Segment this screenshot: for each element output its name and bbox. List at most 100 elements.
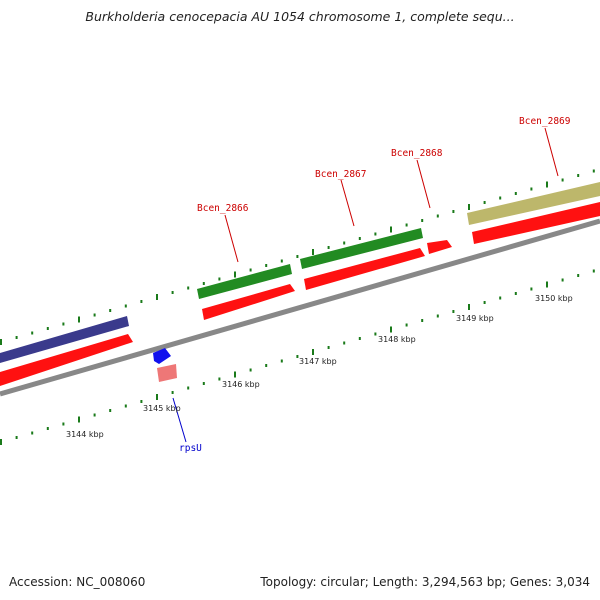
lower-minor-tick (171, 391, 174, 394)
lower-minor-tick (31, 431, 34, 435)
upper-minor-tick (93, 313, 96, 317)
feature-khaki[interactable] (467, 182, 600, 225)
lower-minor-tick (436, 314, 439, 318)
upper-minor-tick (62, 322, 65, 326)
upper-minor-tick (514, 192, 517, 195)
upper-minor-tick (561, 178, 564, 182)
leader-bcen-2868 (416, 159, 431, 209)
rpsu-gene[interactable] (157, 364, 177, 382)
upper-minor-tick (327, 246, 330, 249)
feature-purple[interactable] (0, 316, 129, 363)
upper-minor-tick (358, 237, 361, 240)
upper-minor-tick (592, 169, 595, 173)
lower-minor-tick (343, 341, 346, 345)
upper-major-tick (546, 181, 548, 188)
lower-minor-tick (358, 337, 361, 340)
lower-major-tick (312, 349, 314, 355)
upper-minor-tick (499, 196, 502, 200)
label-bcen-2869[interactable]: Bcen_2869 (519, 116, 571, 127)
lower-minor-tick (187, 386, 190, 390)
upper-minor-tick (265, 264, 268, 267)
upper-minor-tick (530, 187, 533, 191)
accession-text: Accession: NC_008060 (9, 575, 146, 589)
lower-minor-tick (46, 427, 49, 430)
genome-backbone (0, 218, 600, 397)
feature-green-1[interactable] (197, 264, 292, 299)
lower-minor-tick (15, 436, 18, 439)
upper-minor-tick (421, 219, 424, 222)
upper-minor-tick (109, 309, 112, 312)
upper-minor-tick (218, 277, 221, 281)
lower-minor-tick (452, 310, 455, 313)
upper-minor-tick (171, 291, 174, 294)
label-bcen-2867[interactable]: Bcen_2867 (315, 169, 366, 180)
cds-gene-left[interactable] (0, 334, 133, 386)
label-rpsu[interactable]: rpsU (179, 443, 202, 454)
feature-green-2[interactable] (300, 228, 423, 269)
lower-major-tick (390, 326, 392, 333)
label-bcen-2868[interactable]: Bcen_2868 (391, 148, 443, 159)
leader-rpsu (172, 397, 187, 443)
rpsu-feature[interactable] (153, 348, 171, 364)
upper-minor-tick (452, 210, 455, 213)
cds-bcen-2866[interactable] (202, 284, 295, 320)
upper-major-tick (78, 316, 80, 323)
label-bcen-2866[interactable]: Bcen_2866 (197, 203, 249, 214)
scale-label-3146: 3146 kbp (222, 380, 260, 389)
lower-minor-tick (592, 269, 595, 273)
upper-minor-tick (202, 282, 205, 285)
scale-label-3150: 3150 kbp (535, 294, 573, 303)
genome-summary-text: Topology: circular; Length: 3,294,563 bp… (260, 575, 590, 589)
cds-bcen-2868[interactable] (427, 240, 452, 254)
upper-minor-tick (15, 336, 18, 339)
scale-label-3147: 3147 kbp (299, 357, 337, 366)
lower-minor-tick (62, 422, 65, 426)
upper-minor-tick (436, 214, 439, 218)
lower-major-tick (78, 416, 80, 423)
lower-minor-tick (249, 368, 252, 372)
lower-minor-tick (296, 355, 299, 358)
lower-minor-tick (561, 278, 564, 282)
cds-bcen-2867[interactable] (304, 248, 425, 290)
lower-minor-tick (93, 413, 96, 417)
upper-major-tick (0, 339, 2, 345)
upper-minor-tick (296, 255, 299, 258)
lower-minor-tick (202, 382, 205, 385)
scale-label-3148: 3148 kbp (378, 335, 416, 344)
upper-minor-tick (124, 304, 127, 308)
leader-bcen-2866 (224, 214, 239, 263)
lower-major-tick (156, 394, 158, 400)
scale-label-3149: 3149 kbp (456, 314, 494, 323)
upper-minor-tick (577, 174, 580, 177)
lower-major-tick (468, 304, 470, 310)
leader-bcen-2867 (340, 179, 355, 227)
lower-minor-tick (280, 359, 283, 363)
lower-minor-tick (140, 400, 143, 403)
map-title: Burkholderia cenocepacia AU 1054 chromos… (85, 9, 515, 24)
lower-minor-tick (374, 332, 377, 336)
scale-label-3145: 3145 kbp (143, 404, 181, 413)
lower-tick-row (0, 269, 595, 445)
upper-minor-tick (280, 259, 283, 263)
leader-bcen-2869 (544, 127, 559, 177)
lower-minor-tick (124, 404, 127, 408)
lower-minor-tick (327, 346, 330, 349)
lower-minor-tick (499, 296, 502, 300)
upper-minor-tick (140, 300, 143, 303)
upper-major-tick (234, 271, 236, 278)
upper-minor-tick (187, 286, 190, 290)
lower-major-tick (234, 371, 236, 378)
cds-bcen-2869[interactable] (472, 202, 600, 244)
upper-minor-tick (483, 201, 486, 204)
upper-minor-tick (31, 331, 34, 335)
upper-major-tick (156, 294, 158, 300)
upper-tick-row (0, 169, 595, 345)
upper-minor-tick (46, 327, 49, 330)
scale-label-3144: 3144 kbp (66, 430, 104, 439)
upper-minor-tick (249, 268, 252, 272)
lower-minor-tick (421, 319, 424, 322)
lower-minor-tick (265, 364, 268, 367)
lower-minor-tick (530, 287, 533, 291)
lower-minor-tick (218, 377, 221, 381)
